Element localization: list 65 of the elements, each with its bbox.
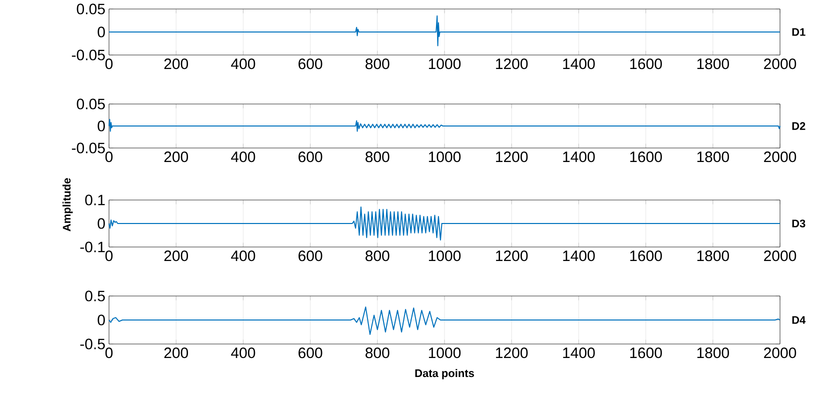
x-tick-label: 1600 — [630, 58, 662, 70]
x-tick-label: 2000 — [764, 250, 796, 262]
x-tick-label: 800 — [366, 250, 390, 262]
x-tick-label: 0 — [105, 58, 113, 70]
x-tick-label: 1200 — [496, 250, 528, 262]
x-tick-label: 1600 — [630, 250, 662, 262]
x-tick-label: 800 — [366, 348, 390, 358]
y-tick-label: -0.05 — [72, 50, 105, 60]
line-series — [108, 15, 781, 46]
x-tick-label: 600 — [298, 250, 322, 262]
y-tick-label: 0.05 — [76, 4, 105, 14]
x-tick-label: 1400 — [563, 58, 595, 70]
x-tick-label: 600 — [298, 58, 322, 70]
x-tick-label: 1400 — [563, 152, 595, 162]
line-series — [108, 306, 781, 335]
x-tick-label: 1800 — [697, 58, 729, 70]
text: D4 — [792, 316, 806, 324]
x-tick-label: 200 — [164, 250, 188, 262]
x-tick-label: 1400 — [563, 250, 595, 262]
y-tick-label: 0.5 — [85, 290, 105, 302]
x-tick-label: 1200 — [496, 58, 528, 70]
text: D2 — [792, 122, 806, 130]
x-tick-label: 800 — [366, 152, 390, 162]
x-tick-label: 1200 — [496, 348, 528, 358]
x-tick-label: 2000 — [764, 58, 796, 70]
line-series — [108, 118, 781, 132]
x-tick-label: 0 — [105, 250, 113, 262]
x-tick-label: 1200 — [496, 152, 528, 162]
x-tick-label: 0 — [105, 348, 113, 358]
x-tick-label: 2000 — [764, 348, 796, 358]
x-tick-label: 400 — [231, 58, 256, 70]
text: D3 — [792, 220, 806, 228]
y-tick-label: -0.05 — [72, 142, 105, 154]
x-axis-title: Data points — [415, 369, 474, 380]
x-tick-label: 1600 — [630, 152, 662, 162]
x-tick-label: 600 — [298, 152, 322, 162]
x-tick-label: 200 — [164, 152, 188, 162]
y-axis-title: Amplitude — [62, 178, 73, 232]
x-tick-label: 1000 — [428, 152, 461, 162]
y-tick-label: 0 — [98, 26, 105, 38]
y-tick-label: 0 — [98, 314, 105, 326]
y-tick-label: -0.1 — [80, 242, 105, 252]
x-tick-label: 400 — [231, 152, 256, 162]
x-tick-label: 0 — [105, 152, 113, 162]
y-tick-label: 0.05 — [76, 98, 105, 110]
x-tick-label: 1400 — [563, 348, 595, 358]
x-tick-label: 1800 — [697, 152, 729, 162]
x-tick-label: 200 — [164, 58, 188, 70]
y-tick-label: 0 — [98, 218, 105, 229]
y-tick-label: 0.1 — [85, 194, 105, 206]
y-tick-label: -0.5 — [80, 338, 105, 350]
x-tick-label: 600 — [298, 348, 322, 358]
x-tick-label: 1600 — [630, 348, 662, 358]
y-tick-label: 0 — [98, 120, 105, 132]
x-tick-label: 1000 — [428, 58, 461, 70]
x-tick-label: 400 — [231, 348, 256, 358]
x-tick-label: 800 — [366, 58, 390, 70]
x-tick-label: 1800 — [697, 250, 729, 262]
text: D1 — [792, 28, 806, 36]
x-tick-label: 1000 — [428, 348, 461, 358]
x-tick-label: 2000 — [764, 152, 796, 162]
x-tick-label: 400 — [231, 250, 256, 262]
x-tick-label: 1000 — [428, 250, 461, 262]
x-tick-label: 1800 — [697, 348, 729, 358]
x-tick-label: 200 — [164, 348, 188, 358]
